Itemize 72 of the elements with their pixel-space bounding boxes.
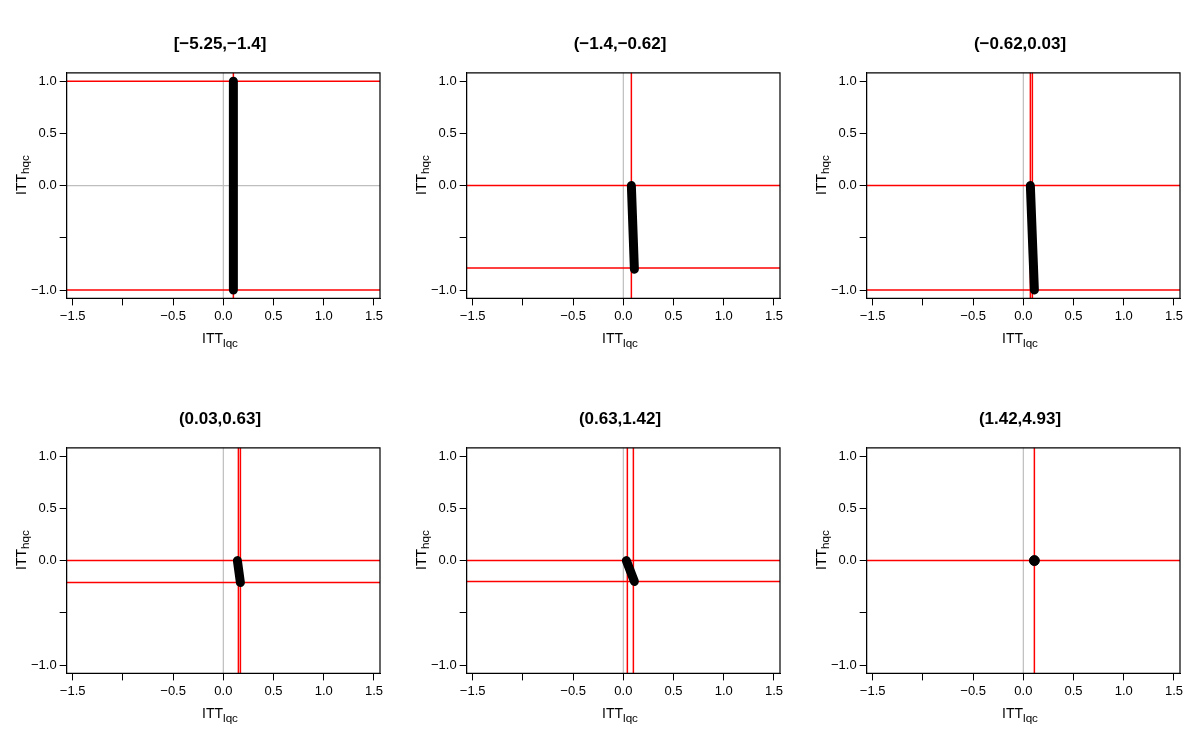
x-tick-label: 0.0 [214,682,233,698]
x-tick-label: 0.5 [264,307,283,323]
y-tick-label: 0.0 [438,177,457,193]
x-axis-title: ITT$_{lqc}$ [601,705,639,724]
x-tick-label: −0.5 [560,682,586,698]
x-tick-label: −0.5 [160,682,186,698]
x-tick-label: 1.5 [364,307,384,323]
x-tick-label: −1.5 [859,682,886,698]
x-axis-title: ITT$_{lqc}$ [1001,705,1039,724]
y-tick-label: −1.0 [430,656,457,672]
x-axis-title: ITT$_{lqc}$ [201,705,239,724]
y-tick-label: 0.5 [38,124,57,140]
x-tick-label: 1.5 [1164,307,1184,323]
y-tick-label: −1.0 [830,281,857,297]
x-tick-label: 0.0 [1014,682,1033,698]
y-tick-label: 1.0 [838,447,857,463]
x-tick-label: −1.5 [59,682,86,698]
y-tick-label: 1.0 [38,447,57,463]
y-tick-label: 1.0 [38,72,57,88]
x-tick-label: 0.0 [1014,307,1033,323]
x-axis-title: ITT$_{lqc}$ [201,330,239,349]
x-tick-label: −0.5 [560,307,586,323]
y-tick-label: 1.0 [838,72,857,88]
y-tick-label: −1.0 [30,656,57,672]
y-tick-label: 0.0 [438,552,457,568]
chart-title: (1.42,4.93] [977,409,1063,429]
chart-title: (−1.4,−0.62] [572,34,668,54]
x-tick-label: 0.5 [664,307,683,323]
y-tick-label: 0.0 [38,552,57,568]
x-tick-label: 1.0 [1114,682,1133,698]
y-tick-label: 0.0 [38,177,57,193]
x-tick-label: −1.5 [459,682,486,698]
chart-title: (0.63,1.42] [577,409,663,429]
y-tick-label: −1.0 [30,281,57,297]
x-tick-label: 1.0 [314,307,333,323]
x-tick-label: −1.5 [459,307,486,323]
x-tick-label: 1.5 [1164,682,1184,698]
x-tick-label: −1.5 [59,307,86,323]
y-tick-label: 0.0 [838,552,857,568]
chart-title: (−0.62,0.03] [972,34,1068,54]
x-tick-label: 1.5 [364,682,384,698]
y-tick-label: −1.0 [830,656,857,672]
y-tick-label: 0.5 [438,499,457,515]
x-tick-label: 1.0 [714,307,733,323]
y-tick-label: 0.5 [438,124,457,140]
chart-title: [−5.25,−1.4] [172,34,268,54]
x-tick-label: 1.0 [314,682,333,698]
x-tick-label: 1.0 [1114,307,1133,323]
y-tick-label: −1.0 [430,281,457,297]
y-tick-label: 0.0 [838,177,857,193]
y-tick-label: 0.5 [838,124,857,140]
chart-title: (0.03,0.63] [177,409,263,429]
y-tick-label: 1.0 [438,447,457,463]
x-tick-label: −0.5 [960,682,986,698]
x-tick-label: 0.0 [214,307,233,323]
x-tick-label: −0.5 [160,307,186,323]
x-tick-label: 1.5 [764,682,784,698]
x-tick-label: 1.5 [764,307,784,323]
x-axis-title: ITT$_{lqc}$ [1001,330,1039,349]
x-tick-label: 0.0 [614,307,633,323]
x-tick-label: −1.5 [859,307,886,323]
x-tick-label: 0.5 [1064,682,1083,698]
y-tick-label: 1.0 [438,72,457,88]
y-tick-label: 0.5 [838,499,857,515]
x-axis-title: ITT$_{lqc}$ [601,330,639,349]
y-tick-label: 0.5 [38,499,57,515]
x-tick-label: 0.5 [664,682,683,698]
x-tick-label: −0.5 [960,307,986,323]
x-tick-label: 1.0 [714,682,733,698]
x-tick-label: 0.0 [614,682,633,698]
x-tick-label: 0.5 [1064,307,1083,323]
x-tick-label: 0.5 [264,682,283,698]
